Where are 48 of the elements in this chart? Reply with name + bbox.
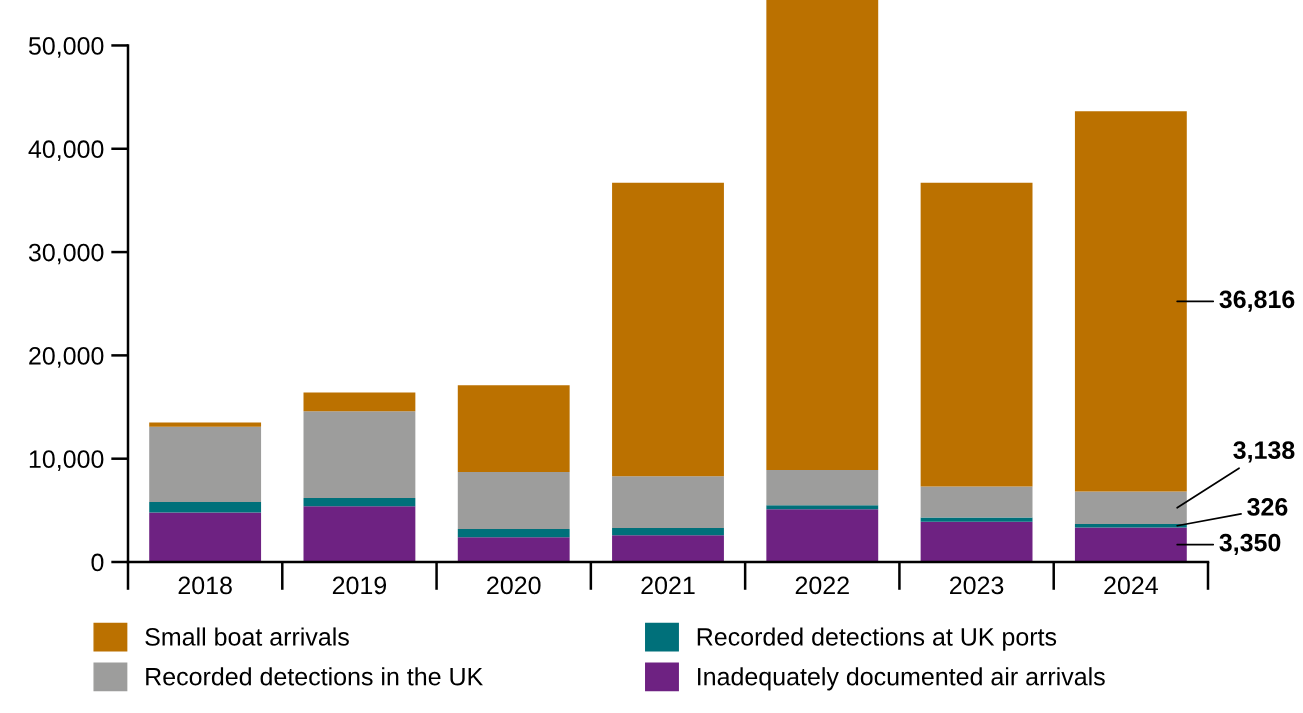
bar <box>766 0 879 471</box>
bar <box>612 535 724 562</box>
bar <box>149 502 262 513</box>
x-tick-label: 2024 <box>1104 576 1158 595</box>
data-label: 3,138 <box>1233 441 1295 463</box>
bar <box>766 505 879 510</box>
legend-label: Inadequately documented air arrivals <box>698 667 1105 691</box>
bar <box>1074 111 1187 492</box>
bar <box>612 182 724 477</box>
x-tick-label: 2023 <box>950 576 1004 595</box>
bar <box>457 528 570 538</box>
data-label: 3,350 <box>1219 533 1281 556</box>
legend-label: Recorded detections at UK ports <box>697 627 1057 651</box>
y-tick-label: 30,000 <box>28 243 104 265</box>
y-tick-label: 40,000 <box>28 140 104 162</box>
x-tick-label: 2021 <box>641 576 695 595</box>
bar <box>766 470 879 506</box>
y-tick-label: 50,000 <box>28 37 104 58</box>
bar <box>1074 491 1187 525</box>
x-tick-label: 2022 <box>795 576 849 595</box>
x-tick-label: 2018 <box>178 576 232 595</box>
bar <box>149 422 262 427</box>
y-tick-label: 20,000 <box>29 346 104 368</box>
bar <box>920 517 1033 522</box>
bar <box>766 509 879 562</box>
bar <box>612 527 724 536</box>
bar <box>920 521 1033 562</box>
bar <box>457 537 570 562</box>
bar <box>303 392 416 412</box>
data-label: 326 <box>1247 498 1288 516</box>
bar <box>149 512 262 562</box>
y-tick-label: 0 <box>91 553 104 572</box>
legend-label: Recorded detections in the UK <box>146 667 483 686</box>
legend-label: Small boat arrivals <box>145 627 349 646</box>
data-label: 36,816 <box>1219 290 1295 312</box>
x-tick-label: 2019 <box>332 576 387 595</box>
y-tick-label: 10,000 <box>29 450 104 471</box>
bar <box>303 506 416 562</box>
bar <box>303 497 416 507</box>
bar <box>920 182 1033 487</box>
x-tick-label: 2020 <box>487 576 541 595</box>
bar <box>920 486 1033 518</box>
bar <box>1074 527 1187 562</box>
bar <box>303 411 416 498</box>
bar <box>457 472 570 529</box>
bar <box>149 426 262 503</box>
bar <box>612 476 724 528</box>
bar <box>457 385 570 473</box>
